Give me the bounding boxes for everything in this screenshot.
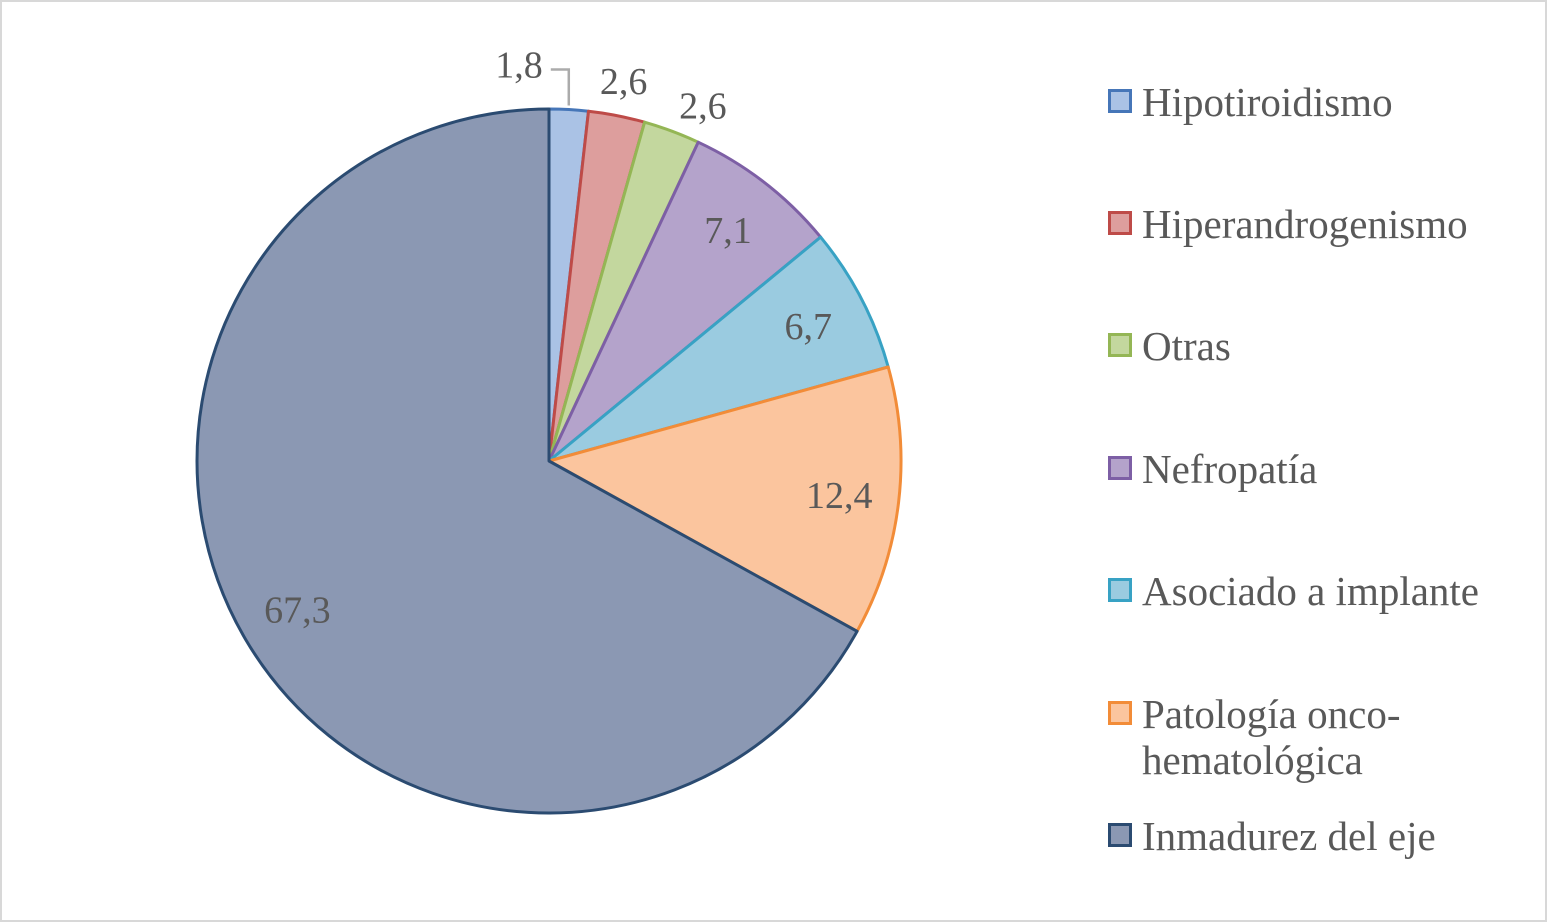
legend-label: Otras bbox=[1142, 323, 1231, 369]
legend-swatch-icon bbox=[1108, 89, 1132, 113]
legend-swatch-icon bbox=[1108, 823, 1132, 847]
legend: Hipotiroidismo Hiperandrogenismo Otras Nefr… bbox=[1108, 74, 1540, 904]
legend-item-4[interactable]: Nefropatía bbox=[1108, 446, 1318, 493]
legend-swatch-icon bbox=[1108, 456, 1132, 480]
pie-slice-4[interactable] bbox=[547, 140, 823, 463]
legend-label: Inmadurez del eje bbox=[1142, 813, 1436, 859]
legend-label: Patología onco-hematológica bbox=[1142, 691, 1401, 783]
legend-label: Asociado a implante bbox=[1142, 568, 1480, 614]
pie-slice-5[interactable] bbox=[547, 235, 890, 463]
legend-item-6[interactable]: Patología onco-hematológica bbox=[1108, 691, 1537, 783]
legend-swatch-icon bbox=[1108, 578, 1132, 602]
legend-item-2[interactable]: Hiperandrogenismo bbox=[1108, 201, 1468, 248]
slice-data-label: 67,3 bbox=[264, 589, 331, 631]
slice-data-label: 2,6 bbox=[679, 86, 727, 128]
pie-slice-6[interactable] bbox=[547, 365, 903, 633]
leader-line bbox=[550, 68, 571, 106]
legend-swatch-icon bbox=[1108, 333, 1132, 357]
slice-data-label: 12,4 bbox=[806, 475, 873, 517]
legend-label: Nefropatía bbox=[1142, 446, 1318, 492]
legend-item-7[interactable]: Inmadurez del eje bbox=[1108, 813, 1436, 860]
slice-data-label: 2,6 bbox=[600, 61, 648, 103]
pie-slice-7[interactable] bbox=[195, 107, 859, 815]
slice-data-label: 6,7 bbox=[784, 306, 832, 348]
legend-item-5[interactable]: Asociado a implante bbox=[1108, 568, 1480, 615]
slice-data-label: 7,1 bbox=[704, 210, 752, 252]
legend-swatch-icon bbox=[1108, 701, 1132, 725]
slice-data-label: 1,8 bbox=[495, 45, 543, 87]
legend-label: Hipotiroidismo bbox=[1142, 79, 1393, 125]
legend-swatch-icon bbox=[1108, 211, 1132, 235]
legend-item-1[interactable]: Hipotiroidismo bbox=[1108, 79, 1393, 126]
legend-label: Hiperandrogenismo bbox=[1142, 201, 1468, 247]
legend-item-3[interactable]: Otras bbox=[1108, 323, 1231, 370]
